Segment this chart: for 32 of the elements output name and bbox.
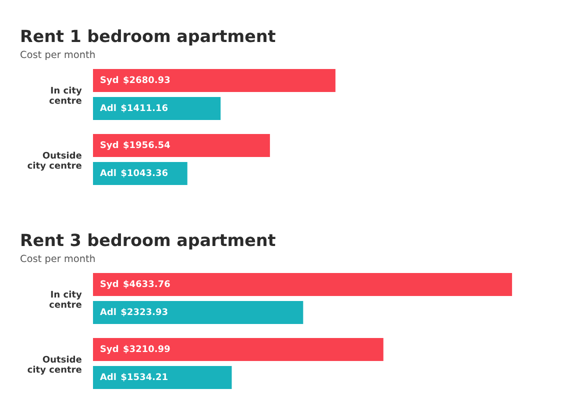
data-label: $4633.76 — [124, 280, 170, 288]
data-label: $1534.21 — [121, 373, 168, 382]
bar — [93, 97, 221, 120]
data-label: $1956.54 — [124, 141, 170, 150]
bar — [93, 366, 232, 389]
y-tick-label: Outside city centre — [28, 356, 82, 375]
bar — [93, 273, 512, 296]
data-label: $3210.99 — [124, 345, 170, 354]
text: Adl — [100, 169, 116, 176]
bar — [93, 301, 304, 324]
text: Adl — [100, 373, 116, 380]
data-label: $2323.93 — [121, 308, 168, 316]
bar — [93, 134, 270, 157]
bar — [93, 162, 188, 185]
series-label: Syd — [100, 76, 118, 85]
series-label: Adl — [100, 308, 116, 316]
series-label: Syd — [100, 280, 118, 289]
chart-subtitle: Cost per month — [20, 254, 95, 264]
text: Syd — [100, 141, 118, 150]
data-label: $1043.36 — [121, 169, 168, 178]
y-tick-label: Outside city centre — [28, 152, 82, 171]
text: Syd — [100, 345, 118, 354]
chart-title: Rent 3 bedroom apartment — [22, 233, 276, 250]
series-label: Adl — [100, 104, 116, 112]
data-label: $1411.16 — [121, 104, 168, 112]
data-label: $2680.93 — [124, 76, 170, 84]
y-tick-label: In city centre — [49, 290, 82, 308]
bar — [93, 69, 336, 92]
y-tick-label: In city centre — [49, 86, 82, 104]
chart-title: Rent 1 bedroom apartment — [22, 29, 276, 46]
bar — [93, 338, 384, 361]
chart-subtitle: Cost per month — [20, 50, 95, 60]
